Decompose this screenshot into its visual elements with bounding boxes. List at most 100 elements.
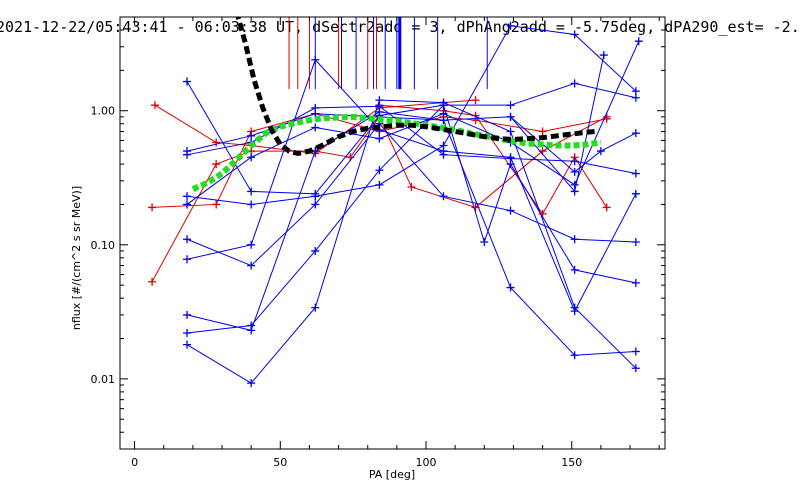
series-10-point-3 <box>375 166 384 175</box>
series-11-point-0 <box>183 340 192 349</box>
series-7-point-1 <box>247 261 256 270</box>
vertical-marker-lines <box>288 17 488 90</box>
x-tick-label-3: 150 <box>561 456 582 469</box>
series-7-point-4 <box>439 192 448 201</box>
series-13-point-0 <box>183 200 192 209</box>
series-6-point-2 <box>311 192 320 201</box>
series-11-point-6 <box>570 303 579 312</box>
x-axis-ticks: 0 50 100 150 <box>131 17 660 469</box>
data-series-group <box>148 21 643 388</box>
series-6-line <box>186 25 637 205</box>
series-7-point-5 <box>506 206 515 215</box>
series-1-point-0 <box>148 203 157 212</box>
series-4-line <box>186 81 636 195</box>
series-13-point-6 <box>570 180 579 189</box>
series-9-line <box>186 111 636 356</box>
y-axis-label: nflux [#/(cm^2 s sr MeV)] <box>70 186 83 330</box>
series-12-point-0 <box>183 147 192 156</box>
series-2-line <box>151 115 607 283</box>
series-7-point-6 <box>570 235 579 244</box>
series-11-line <box>186 99 637 384</box>
series-11-point-2 <box>311 303 320 312</box>
y-tick-label-0: 0.01 <box>91 373 116 386</box>
series-12-line <box>186 54 605 193</box>
series-2-point-1 <box>212 160 221 169</box>
series-7-point-7 <box>631 237 640 246</box>
series-11-point-7 <box>631 364 640 373</box>
series-14-point-3 <box>631 129 640 138</box>
series-6-point-7 <box>631 87 640 96</box>
series-8-point-5 <box>506 153 515 162</box>
series-4-point-5 <box>506 101 515 110</box>
series-10-point-2 <box>311 246 320 255</box>
series-0-point-0 <box>150 101 159 110</box>
series-6-point-3 <box>375 180 384 189</box>
series-13-point-3 <box>375 134 384 143</box>
series-11-point-1 <box>247 379 256 388</box>
series-6-point-1 <box>247 200 256 209</box>
y-tick-label-2: 1.00 <box>91 105 116 118</box>
x-tick-label-2: 100 <box>416 456 437 469</box>
series-11-point-5 <box>506 127 515 136</box>
series-6-point-6 <box>570 30 579 39</box>
y-axis-ticks: 0.01 0.10 1.00 <box>91 16 665 450</box>
series-14-point-0 <box>506 112 515 121</box>
series-1-point-7 <box>538 127 547 136</box>
series-0-point-1 <box>212 138 221 147</box>
series-10-line <box>186 104 636 334</box>
series-8-point-1 <box>247 240 256 249</box>
series-5-point-6 <box>570 157 579 166</box>
series-10-point-0 <box>183 328 192 337</box>
series-9-point-6 <box>570 351 579 360</box>
x-tick-label-0: 0 <box>131 456 138 469</box>
series-12-point-7 <box>599 51 608 60</box>
series-4-point-0 <box>183 77 192 86</box>
series-5-point-7 <box>631 169 640 178</box>
series-6-point-0 <box>183 192 192 201</box>
series-7-point-2 <box>311 200 320 209</box>
series-8-line <box>186 58 637 313</box>
series-6-point-5 <box>506 21 515 30</box>
series-4-point-6 <box>570 79 579 88</box>
series-8-point-7 <box>631 189 640 198</box>
plot-frame <box>119 16 666 450</box>
series-9-point-7 <box>631 347 640 356</box>
series-10-point-6 <box>506 160 515 169</box>
series-11-point-3 <box>375 96 384 105</box>
series-8-point-2 <box>311 55 320 64</box>
series-3-line <box>379 104 608 215</box>
series-4-point-1 <box>247 187 256 196</box>
y-tick-label-1: 0.10 <box>91 239 116 252</box>
series-10-point-5 <box>480 237 489 246</box>
series-8-point-4 <box>439 147 448 156</box>
series-13-point-2 <box>311 123 320 132</box>
series-9-point-5 <box>506 283 515 292</box>
series-14-point-1 <box>570 167 579 176</box>
series-13-point-1 <box>247 153 256 162</box>
series-0-point-6 <box>471 96 480 105</box>
series-11-point-4 <box>439 98 448 107</box>
green-fit-curve <box>191 113 602 192</box>
series-7-point-0 <box>183 235 192 244</box>
x-axis-label: PA [deg] <box>369 468 415 481</box>
series-10-point-7 <box>570 265 579 274</box>
series-2-point-6 <box>407 182 416 191</box>
series-3-point-5 <box>602 203 611 212</box>
series-13-line <box>186 40 640 205</box>
series-8-point-0 <box>183 255 192 264</box>
series-5-line <box>186 105 636 175</box>
fit-curves-group <box>191 17 602 192</box>
series-13-point-7 <box>634 37 643 46</box>
series-13-point-4 <box>439 109 448 118</box>
series-9-point-0 <box>183 310 192 319</box>
series-12-point-1 <box>247 131 256 140</box>
black-fit-curve <box>235 17 596 157</box>
series-7-line <box>186 122 636 267</box>
series-14-point-2 <box>596 147 605 156</box>
series-10-point-8 <box>631 278 640 287</box>
series-1-point-1 <box>212 200 221 209</box>
series-10-point-1 <box>247 321 256 330</box>
x-tick-label-1: 50 <box>273 456 287 469</box>
series-2-point-0 <box>148 277 157 286</box>
